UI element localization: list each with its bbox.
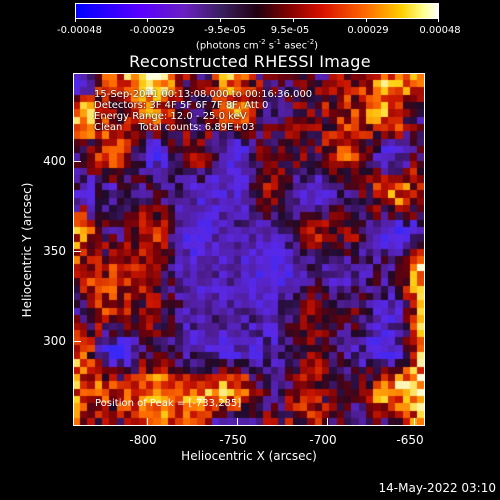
colorbar-tickmark — [438, 18, 439, 22]
y-tickmark — [73, 161, 81, 162]
timestamp: 14-May-2022 03:10 — [378, 481, 496, 495]
info-time: 15-Sep-2011 00:13:08.000 to 00:16:36.000 — [94, 89, 313, 100]
colorbar-tick-label: 9.5e-05 — [270, 25, 310, 36]
info-detectors: Detectors: 3F 4F 5F 6F 7F 8F, Att 0 — [94, 100, 269, 111]
y-tickmark — [73, 251, 81, 252]
plot-frame — [73, 73, 425, 426]
x-tickmark — [237, 418, 238, 426]
colorbar — [75, 3, 439, 19]
x-tick-label: -650 — [396, 433, 424, 447]
x-tickmark — [147, 418, 148, 426]
colorbar-tickmark — [75, 18, 76, 22]
colorbar-tick-label: 0.00048 — [419, 25, 461, 36]
colorbar-tickmark — [220, 18, 221, 22]
y-tickmark — [73, 341, 81, 342]
image-title: Reconstructed RHESSI Image — [129, 52, 371, 71]
y-tick-label: 350 — [43, 244, 66, 258]
x-tickmark — [327, 418, 328, 426]
colorbar-tick-label: 0.00029 — [347, 25, 389, 36]
info-energy: Energy Range: 12.0 - 25.0 keV — [94, 111, 247, 122]
colorbar-tickmark — [147, 18, 148, 22]
x-tick-label: -700 — [309, 433, 337, 447]
colorbar-tick-label: -0.00048 — [57, 25, 102, 36]
y-tick-label: 400 — [43, 154, 66, 168]
info-clean: Clean Total counts: 6.89E+03 — [94, 122, 255, 133]
x-tickmark — [414, 418, 415, 426]
colorbar-tick-label: -0.00029 — [129, 25, 175, 36]
x-tick-label: -750 — [219, 433, 247, 447]
x-axis-label: Heliocentric X (arcsec) — [181, 449, 317, 463]
colorbar-tickmark — [293, 18, 294, 22]
peak-position: Position of Peak = [-733,285] — [95, 398, 242, 409]
colorbar-tick-label: -9.5e-05 — [204, 25, 246, 36]
rhessi-image — [73, 73, 425, 426]
y-axis-label: Heliocentric Y (arcsec) — [20, 182, 34, 318]
x-tick-label: -800 — [129, 433, 157, 447]
colorbar-units: (photons cm-2 s-1 asec-2) — [195, 38, 319, 52]
colorbar-tickmark — [366, 18, 367, 22]
y-tick-label: 300 — [43, 334, 66, 348]
